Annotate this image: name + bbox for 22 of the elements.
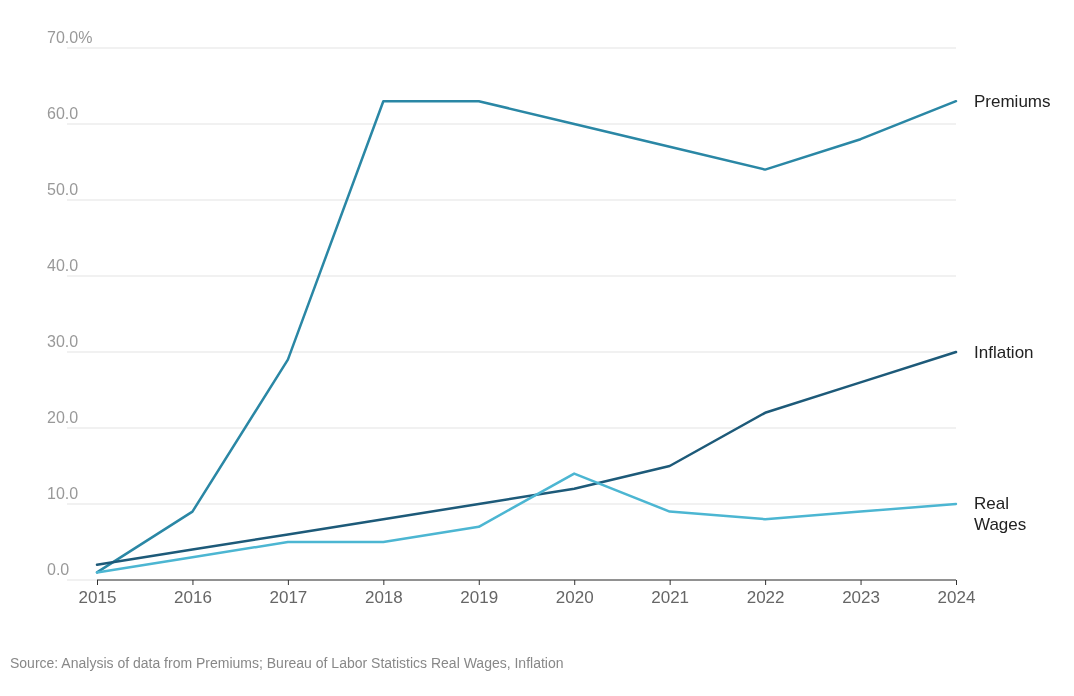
- x-tick-label: 2017: [269, 588, 308, 608]
- x-tick-label: 2018: [364, 588, 403, 608]
- x-tick-label: 2019: [460, 588, 499, 608]
- y-tick-label: 10.0: [47, 484, 79, 502]
- x-tick-label: 2021: [651, 588, 690, 608]
- x-tick-label: 2016: [174, 588, 212, 608]
- x-tick-label: 2020: [555, 588, 594, 608]
- series-label: Premiums: [974, 92, 1051, 112]
- y-tick-label: 40.0: [47, 256, 79, 274]
- x-tick-label: 2024: [937, 588, 976, 608]
- y-tick-label: 70.0%: [47, 28, 93, 46]
- x-tick-label: 2023: [842, 588, 880, 608]
- series-label: Inflation: [974, 342, 1034, 362]
- y-tick-label: 50.0: [47, 180, 79, 198]
- y-tick-label: 60.0: [47, 104, 79, 122]
- x-tick-label: 2022: [746, 588, 785, 608]
- source-note: Source: Analysis of data from Premiums; Bureau of Labor Statistics Real Wages, Inflation: [10, 655, 564, 671]
- series-label: Real Wages: [974, 494, 1027, 534]
- y-tick-label: 0.0: [47, 560, 70, 578]
- y-tick-label: 30.0: [47, 332, 79, 350]
- x-tick-label: 2015: [78, 588, 117, 608]
- y-tick-label: 20.0: [47, 408, 79, 426]
